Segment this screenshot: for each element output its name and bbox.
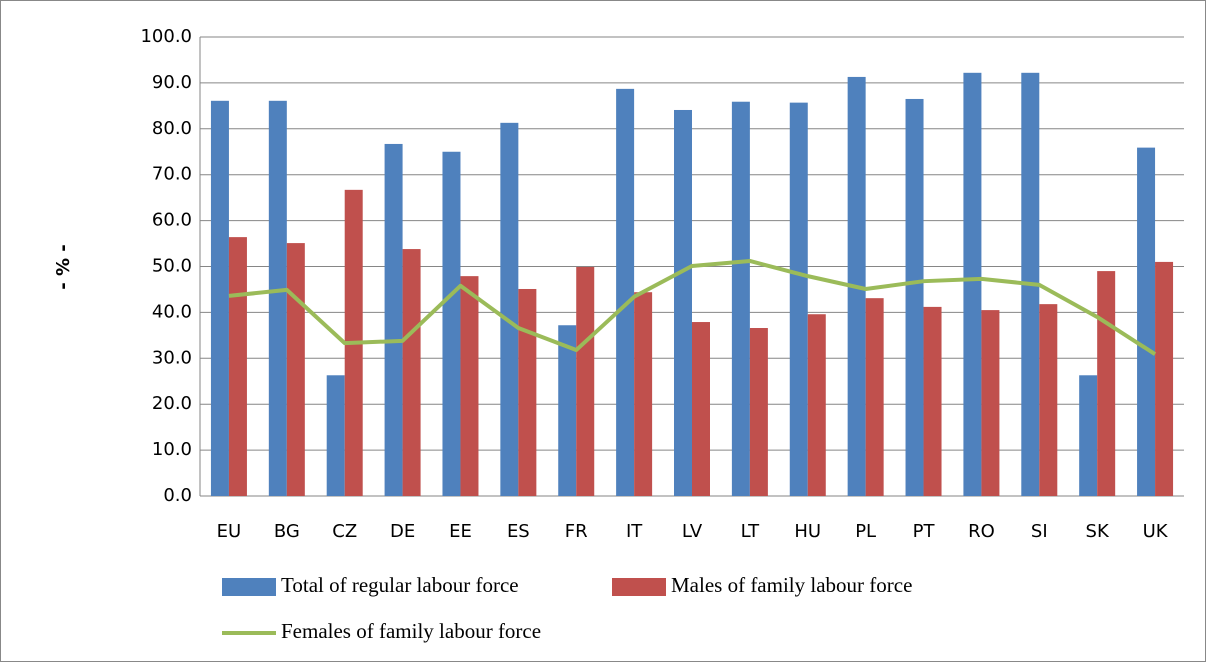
y-tick-label: 20.0 [152,393,192,414]
x-tick-label: HU [794,521,821,542]
legend-label: Females of family labour force [281,619,541,643]
y-tick-label: 50.0 [152,256,192,277]
bar [865,298,884,496]
x-tick-label: UK [1143,521,1169,542]
bar [460,276,479,496]
bar [1097,271,1116,496]
x-tick-label: LV [682,521,703,542]
bar [1137,147,1156,496]
bar [558,325,577,496]
bar [210,100,229,497]
bar [749,328,768,496]
bar [692,322,710,496]
x-tick-label: SI [1031,521,1048,542]
bar [981,310,1000,496]
bar [905,98,924,496]
x-tick-label: LT [741,521,761,542]
y-tick-label: 30.0 [152,347,192,368]
x-tick-label: PT [913,521,936,542]
y-tick-label: 80.0 [152,118,192,139]
x-tick-label: PL [855,521,876,542]
y-tick-label: 40.0 [152,301,192,322]
x-tick-label: FR [565,521,588,542]
bar [518,288,537,496]
x-tick-label: ES [507,521,530,542]
bar [268,100,287,497]
y-tick-label: 100.0 [140,26,192,47]
bar [384,143,403,496]
bar [500,122,519,496]
y-axis-label: - % - [53,244,74,290]
legend-swatch [612,578,666,596]
y-tick-label: 10.0 [152,439,192,460]
legend-swatch [222,578,276,596]
bar [634,292,653,496]
x-tick-label: IT [626,521,643,542]
bar [963,72,982,496]
bar [228,237,247,496]
legend-label: Males of family labour force [671,573,912,597]
y-tick-label: 60.0 [152,210,192,231]
bar [789,102,808,497]
bar [576,266,595,496]
bar [674,109,692,496]
x-tick-label: EU [217,521,242,542]
x-tick-label: CZ [332,521,357,542]
bar [1079,375,1098,496]
x-tick-label: SK [1086,521,1110,542]
bar [402,249,421,496]
line-series [228,258,1157,356]
bar [1039,304,1058,496]
bar [923,306,942,496]
y-tick-label: 0.0 [163,485,192,506]
bar [616,88,635,496]
x-tick-label: DE [390,521,415,542]
y-tick-label: 70.0 [152,164,192,185]
bar [1155,261,1174,496]
x-tick-label: BG [274,521,300,542]
x-tick-label: RO [968,521,995,542]
bar [731,101,750,497]
bar [442,151,461,496]
y-tick-label: 90.0 [152,72,192,93]
bar [326,375,345,496]
legend-label: Total of regular labour force [281,573,519,597]
x-tick-label: EE [449,521,472,542]
bar [807,314,826,496]
bar [286,243,305,496]
